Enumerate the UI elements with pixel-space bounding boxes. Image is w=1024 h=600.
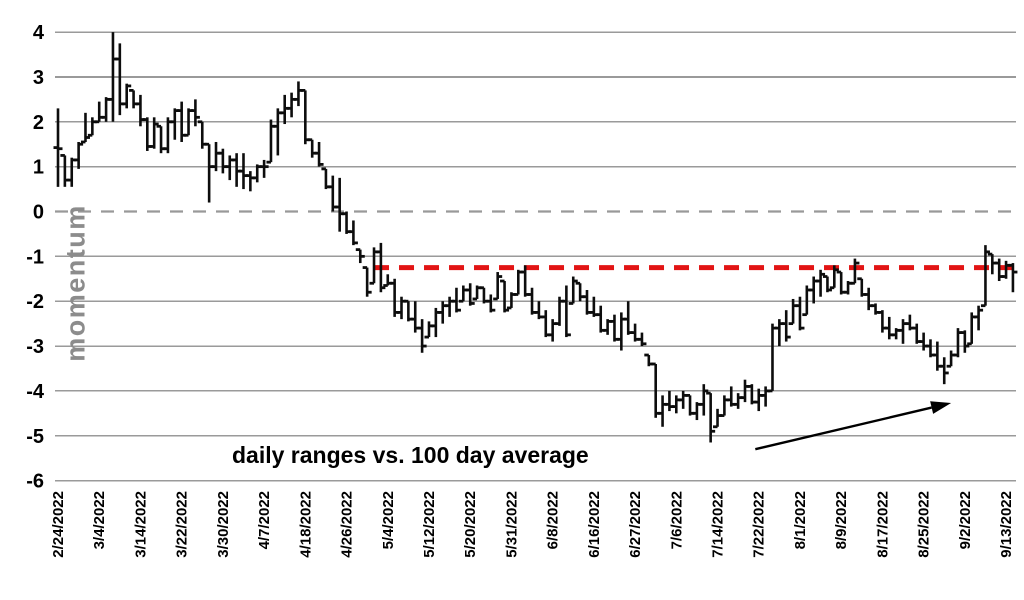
x-tick-label: 5/31/2022 <box>503 491 520 558</box>
x-tick-label: 6/8/2022 <box>545 491 562 549</box>
x-tick-label: 6/16/2022 <box>586 491 603 558</box>
x-tick-label: 6/27/2022 <box>627 491 644 558</box>
y-tick-label: -5 <box>26 426 44 448</box>
x-tick-label: 3/4/2022 <box>91 491 108 549</box>
x-tick-label: 8/1/2022 <box>792 491 809 549</box>
x-tick-label: 3/14/2022 <box>132 491 149 558</box>
y-tick-label: 4 <box>33 22 45 44</box>
x-tick-label: 7/22/2022 <box>751 491 768 558</box>
x-tick-label: 3/30/2022 <box>215 491 232 558</box>
x-tick-label: 3/22/2022 <box>174 491 191 558</box>
x-tick-label: 4/26/2022 <box>339 491 356 558</box>
x-tick-label: 8/25/2022 <box>916 491 933 558</box>
y-tick-label: 0 <box>33 202 44 224</box>
x-tick-label: 2/24/2022 <box>50 491 67 558</box>
y-tick-label: 3 <box>33 67 44 89</box>
x-tick-label: 5/20/2022 <box>462 491 479 558</box>
y-tick-label: -2 <box>26 291 44 313</box>
y-tick-label: 2 <box>33 112 44 134</box>
x-tick-label: 9/13/2022 <box>998 491 1015 558</box>
x-tick-label: 9/2/2022 <box>957 491 974 549</box>
y-tick-label: 1 <box>33 157 44 179</box>
annotation-arrow-shaft <box>755 406 932 451</box>
x-tick-label: 8/17/2022 <box>874 491 891 558</box>
x-tick-label: 5/12/2022 <box>421 491 438 558</box>
x-tick-label: 4/7/2022 <box>256 491 273 549</box>
x-tick-label: 7/6/2022 <box>668 491 685 549</box>
x-tick-label: 4/18/2022 <box>297 491 314 558</box>
x-tick-label: 5/4/2022 <box>380 491 397 549</box>
x-tick-label: 8/9/2022 <box>833 491 850 549</box>
chart-annotation-text: daily ranges vs. 100 day average <box>232 442 589 468</box>
y-axis-title: momentum <box>60 204 91 362</box>
y-tick-label: -4 <box>26 381 45 403</box>
x-tick-label: 7/14/2022 <box>710 491 727 558</box>
y-tick-label: -6 <box>26 471 44 493</box>
annotation-arrow-head <box>930 401 952 414</box>
y-tick-label: -3 <box>26 336 44 358</box>
y-tick-label: -1 <box>26 246 44 268</box>
